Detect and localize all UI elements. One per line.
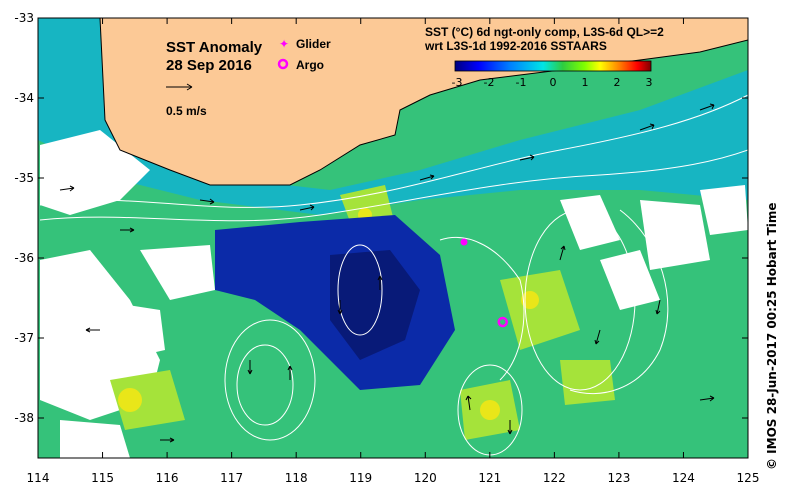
x-tick-label: 118 [285, 471, 308, 485]
credit-text: © IMOS 28-Jun-2017 00:25 Hobart Time [765, 202, 779, 470]
colorbar-tick-label: 1 [582, 76, 589, 89]
x-tick-label: 116 [156, 471, 179, 485]
colorbar-tick-label: 2 [614, 76, 621, 89]
x-tick-label: 125 [737, 471, 760, 485]
x-tick-label: 124 [672, 471, 695, 485]
x-tick-label: 115 [91, 471, 114, 485]
glider-legend-icon: ✦ [279, 37, 289, 51]
scale-arrow-label: 0.5 m/s [166, 104, 207, 118]
y-tick-label: -35 [14, 171, 34, 185]
x-tick-label: 122 [543, 471, 566, 485]
colorbar-tick-label: -1 [516, 76, 527, 89]
x-tick-label: 117 [220, 471, 243, 485]
x-tick-label: 123 [607, 471, 630, 485]
colorbar-title-line2: wrt L3S-1d 1992-2016 SSTAARS [424, 39, 607, 53]
x-tick-label: 119 [349, 471, 372, 485]
scale-arrow-icon [166, 83, 193, 91]
map-date: 28 Sep 2016 [166, 57, 252, 74]
y-tick-label: -37 [14, 331, 34, 345]
x-axis: 114 115 116 117 118 119 120 121 122 123 124 125 [27, 18, 760, 485]
y-axis: -33-34-35-36-37-38 [14, 11, 748, 425]
colorbar-tick-label: 3 [646, 76, 653, 89]
map-title: SST Anomaly [166, 39, 263, 56]
coastal-anomaly-band [38, 18, 748, 215]
y-tick-label: -34 [14, 91, 34, 105]
x-tick-label: 120 [414, 471, 437, 485]
glider-marker [460, 238, 468, 246]
x-tick-label: 114 [27, 471, 50, 485]
argo-marker [497, 316, 508, 328]
x-tick-label: 121 [478, 471, 501, 485]
land-mass [99, 18, 748, 186]
glider-legend-label: Glider [296, 37, 331, 51]
colorbar-ticks: -3 -2 -1 0 1 2 3 [452, 76, 653, 89]
colorbar-tick-label: 0 [550, 76, 557, 89]
current-vectors [59, 103, 715, 443]
argo-legend-icon [277, 58, 289, 70]
y-tick-label: -33 [14, 11, 34, 25]
colorbar-title-line1: SST (°C) 6d ngt-only comp, L3S-6d QL>=2 [425, 25, 664, 39]
map-plot-area [38, 18, 748, 458]
colorbar-tick-label: -2 [484, 76, 495, 89]
ssh-contours [39, 94, 748, 456]
colorbar-tick-label: -3 [452, 76, 463, 89]
colorbar [454, 60, 652, 72]
plot-frame [37, 17, 749, 459]
y-tick-label: -38 [14, 411, 34, 425]
y-tick-label: -36 [14, 251, 34, 265]
argo-legend-label: Argo [296, 58, 324, 72]
